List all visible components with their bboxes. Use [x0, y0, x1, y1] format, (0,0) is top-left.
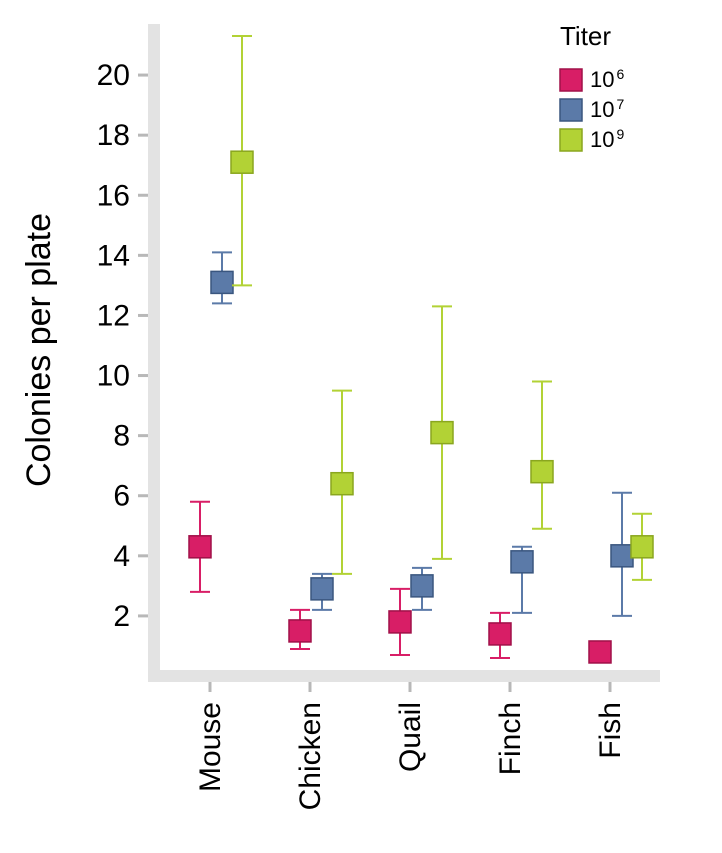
marker: [489, 623, 511, 645]
marker: [411, 575, 433, 597]
legend-title: Titer: [560, 21, 611, 51]
marker: [211, 271, 233, 293]
marker: [189, 536, 211, 558]
legend-swatch-t6: [560, 69, 582, 91]
y-tick-label: 20: [97, 59, 130, 92]
plot-area: [160, 30, 660, 670]
marker: [231, 151, 253, 173]
marker: [311, 578, 333, 600]
marker: [631, 536, 653, 558]
y-tick-label: 6: [113, 480, 130, 513]
x-category-label: Quail: [394, 702, 427, 772]
axis-frame-left: [148, 24, 160, 682]
y-tick-label: 14: [97, 239, 130, 272]
y-tick-label: 8: [113, 420, 130, 453]
marker: [511, 551, 533, 573]
y-tick-label: 16: [97, 179, 130, 212]
legend-swatch-t7: [560, 99, 582, 121]
axis-frame-bottom: [148, 670, 660, 682]
marker: [531, 461, 553, 483]
marker: [431, 422, 453, 444]
x-category-label: Mouse: [194, 702, 227, 792]
y-tick-label: 12: [97, 299, 130, 332]
chart-container: 2 4 6 8 10 12 14 16 18 20 Colonies per plate Mouse C…: [0, 0, 722, 853]
y-tick-label: 4: [113, 540, 130, 573]
marker: [331, 473, 353, 495]
legend-swatch-t9: [560, 129, 582, 151]
x-category-label: Chicken: [294, 702, 327, 810]
y-tick-label: 10: [97, 360, 130, 393]
point-t6-fish: [589, 641, 611, 663]
y-axis-label: Colonies per plate: [20, 213, 58, 487]
marker: [289, 620, 311, 642]
marker: [589, 641, 611, 663]
chart-svg: 2 4 6 8 10 12 14 16 18 20 Colonies per plate Mouse C…: [0, 0, 722, 853]
y-tick-label: 2: [113, 600, 130, 633]
marker: [611, 545, 633, 567]
marker: [389, 611, 411, 633]
x-category-label: Fish: [594, 702, 627, 759]
y-tick-label: 18: [97, 119, 130, 152]
x-category-label: Finch: [494, 702, 527, 775]
